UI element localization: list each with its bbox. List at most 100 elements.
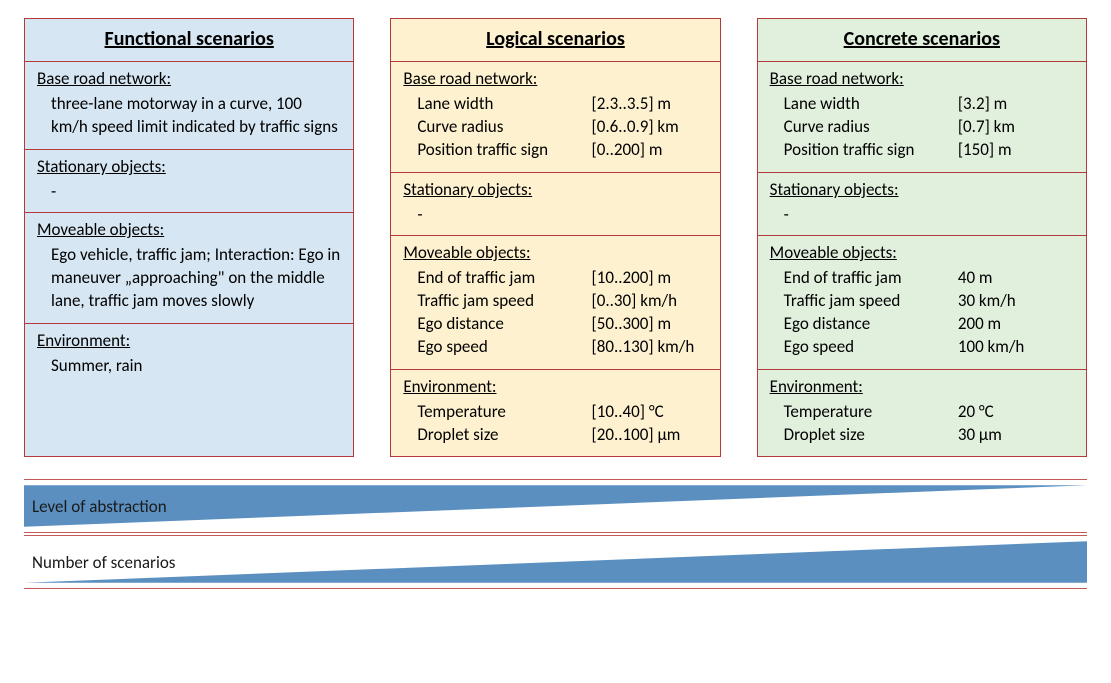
- section: Environment: Temperature[10..40] °CDrople…: [391, 370, 719, 457]
- kv-label: Traffic jam speed: [784, 290, 958, 313]
- kv-label: Droplet size: [784, 424, 958, 447]
- card-logical: Logical scenarios Base road network: Lane …: [390, 18, 720, 457]
- section-title: Moveable objects:: [403, 242, 707, 263]
- scenario-cards-row: Functional scenarios Base road network: th…: [24, 18, 1087, 457]
- kv-value: [0.6..0.9] km: [592, 116, 708, 139]
- section-title: Stationary objects:: [37, 156, 341, 177]
- kv-label: Temperature: [417, 401, 591, 424]
- section-body: Summer, rain: [37, 355, 341, 378]
- kv-label: Ego speed: [784, 336, 958, 359]
- kv-value: [2.3..3.5] m: [592, 93, 708, 116]
- section: Base road network: Lane width[2.3..3.5] m…: [391, 62, 719, 173]
- kv-list: End of traffic jam[10..200] mTraffic jam…: [403, 267, 707, 359]
- section-body-empty: -: [37, 181, 341, 202]
- kv-list: Temperature20 °CDroplet size30 µm: [770, 401, 1074, 447]
- kv-value: 20 °C: [958, 401, 1074, 424]
- kv-value: [3.2] m: [958, 93, 1074, 116]
- card-concrete: Concrete scenarios Base road network: Lane…: [757, 18, 1087, 457]
- kv-label: Ego speed: [417, 336, 591, 359]
- section-title: Stationary objects:: [770, 179, 1074, 200]
- kv-row: Lane width[2.3..3.5] m: [417, 93, 707, 116]
- kv-label: Lane width: [784, 93, 958, 116]
- kv-list: Lane width[2.3..3.5] mCurve radius[0.6..…: [403, 93, 707, 162]
- card-title: Functional scenarios: [25, 19, 353, 62]
- section-body-empty: -: [770, 204, 1074, 225]
- section-title: Environment:: [37, 330, 341, 351]
- kv-row: Temperature[10..40] °C: [417, 401, 707, 424]
- kv-label: Position traffic sign: [784, 139, 958, 162]
- kv-row: Ego speed100 km/h: [784, 336, 1074, 359]
- kv-value: [0..30] km/h: [592, 290, 708, 313]
- section: Stationary objects: -: [25, 150, 353, 213]
- kv-row: Temperature20 °C: [784, 401, 1074, 424]
- section: Moveable objects: Ego vehicle, traffic ja…: [25, 213, 353, 324]
- kv-value: [10..200] m: [592, 267, 708, 290]
- section-title: Environment:: [403, 376, 707, 397]
- kv-label: Ego distance: [417, 313, 591, 336]
- kv-value: 100 km/h: [958, 336, 1074, 359]
- kv-row: Lane width[3.2] m: [784, 93, 1074, 116]
- kv-label: Position traffic sign: [417, 139, 591, 162]
- kv-label: Lane width: [417, 93, 591, 116]
- kv-value: [0.7] km: [958, 116, 1074, 139]
- card-title: Logical scenarios: [391, 19, 719, 62]
- wedge-shape: [24, 536, 1087, 588]
- kv-value: [50..300] m: [592, 313, 708, 336]
- wedges-container: Level of abstraction Number of scenarios: [24, 479, 1087, 589]
- section-title: Base road network:: [770, 68, 1074, 89]
- kv-label: Traffic jam speed: [417, 290, 591, 313]
- kv-value: 30 km/h: [958, 290, 1074, 313]
- section-title: Moveable objects:: [37, 219, 341, 240]
- section-title: Base road network:: [37, 68, 341, 89]
- kv-list: Lane width[3.2] mCurve radius[0.7] kmPos…: [770, 93, 1074, 162]
- section: Stationary objects: -: [391, 173, 719, 236]
- wedge-label: Level of abstraction: [32, 496, 167, 517]
- kv-label: Curve radius: [417, 116, 591, 139]
- kv-label: End of traffic jam: [784, 267, 958, 290]
- section: Environment: Temperature20 °CDroplet size…: [758, 370, 1086, 457]
- kv-row: Ego distance[50..300] m: [417, 313, 707, 336]
- section-title: Moveable objects:: [770, 242, 1074, 263]
- section-body-empty: -: [403, 204, 707, 225]
- kv-value: [0..200] m: [592, 139, 708, 162]
- kv-value: [150] m: [958, 139, 1074, 162]
- section-title: Environment:: [770, 376, 1074, 397]
- kv-row: End of traffic jam[10..200] m: [417, 267, 707, 290]
- kv-label: Droplet size: [417, 424, 591, 447]
- kv-value: [20..100] µm: [592, 424, 708, 447]
- kv-label: Temperature: [784, 401, 958, 424]
- section-body: three-lane motorway in a curve, 100 km/h…: [37, 93, 341, 139]
- wedge-count: Number of scenarios: [24, 535, 1087, 589]
- kv-row: Curve radius[0.7] km: [784, 116, 1074, 139]
- section: Moveable objects: End of traffic jam[10..…: [391, 236, 719, 370]
- wedge-label: Number of scenarios: [32, 552, 175, 573]
- section: Moveable objects: End of traffic jam40 mT…: [758, 236, 1086, 370]
- kv-row: Position traffic sign[150] m: [784, 139, 1074, 162]
- kv-label: Ego distance: [784, 313, 958, 336]
- kv-row: Traffic jam speed[0..30] km/h: [417, 290, 707, 313]
- kv-row: Droplet size[20..100] µm: [417, 424, 707, 447]
- section: Environment: Summer, rain: [25, 324, 353, 388]
- kv-value: 30 µm: [958, 424, 1074, 447]
- section-title: Base road network:: [403, 68, 707, 89]
- wedge-abstraction: Level of abstraction: [24, 479, 1087, 533]
- kv-row: End of traffic jam40 m: [784, 267, 1074, 290]
- kv-row: Droplet size30 µm: [784, 424, 1074, 447]
- card-functional: Functional scenarios Base road network: th…: [24, 18, 354, 457]
- section: Stationary objects: -: [758, 173, 1086, 236]
- kv-label: End of traffic jam: [417, 267, 591, 290]
- section-body: Ego vehicle, traffic jam; Interaction: E…: [37, 244, 341, 313]
- kv-row: Ego distance200 m: [784, 313, 1074, 336]
- kv-label: Curve radius: [784, 116, 958, 139]
- kv-value: [80..130] km/h: [592, 336, 708, 359]
- section: Base road network: Lane width[3.2] mCurve…: [758, 62, 1086, 173]
- kv-value: 200 m: [958, 313, 1074, 336]
- kv-list: Temperature[10..40] °CDroplet size[20..1…: [403, 401, 707, 447]
- section-title: Stationary objects:: [403, 179, 707, 200]
- section: Base road network: three-lane motorway in…: [25, 62, 353, 150]
- kv-row: Ego speed[80..130] km/h: [417, 336, 707, 359]
- kv-row: Position traffic sign[0..200] m: [417, 139, 707, 162]
- card-title: Concrete scenarios: [758, 19, 1086, 62]
- wedge-shape: [24, 480, 1087, 532]
- kv-value: [10..40] °C: [592, 401, 708, 424]
